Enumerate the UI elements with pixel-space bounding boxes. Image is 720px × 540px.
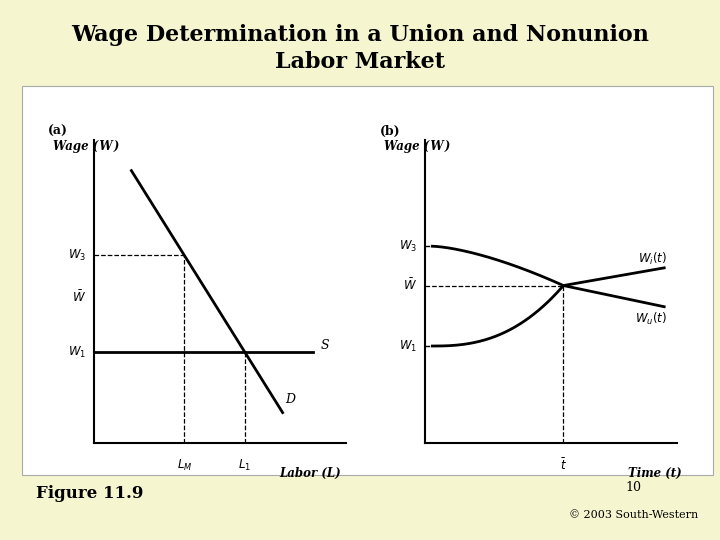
Text: © 2003 South-Western: © 2003 South-Western bbox=[569, 510, 698, 521]
Text: $L_1$: $L_1$ bbox=[238, 458, 251, 473]
Text: Labor Market: Labor Market bbox=[275, 51, 445, 73]
Text: $W_3$: $W_3$ bbox=[399, 239, 417, 254]
Text: $L_M$: $L_M$ bbox=[176, 458, 192, 473]
Text: Labor (L): Labor (L) bbox=[279, 467, 341, 480]
Text: $W_3$: $W_3$ bbox=[68, 248, 86, 263]
Text: 10: 10 bbox=[626, 481, 642, 495]
Text: S: S bbox=[320, 339, 329, 352]
Text: Wage ( W ): Wage ( W ) bbox=[53, 140, 120, 153]
Text: $W_1$: $W_1$ bbox=[68, 345, 86, 360]
Text: $W_1$: $W_1$ bbox=[399, 339, 417, 354]
Text: $\bar{W}$: $\bar{W}$ bbox=[403, 278, 417, 293]
Text: $W_i(t)$: $W_i(t)$ bbox=[638, 251, 667, 267]
Text: Time (t): Time (t) bbox=[629, 467, 682, 480]
Text: $\bar{t}$: $\bar{t}$ bbox=[560, 458, 567, 474]
Text: (b): (b) bbox=[379, 125, 400, 138]
Text: Wage Determination in a Union and Nonunion: Wage Determination in a Union and Nonuni… bbox=[71, 24, 649, 46]
Text: D: D bbox=[285, 394, 295, 407]
Text: Figure 11.9: Figure 11.9 bbox=[36, 485, 143, 502]
Text: $W_u(t)$: $W_u(t)$ bbox=[635, 310, 667, 327]
Text: (a): (a) bbox=[48, 125, 68, 138]
Text: Wage ( W ): Wage ( W ) bbox=[384, 140, 451, 153]
Text: $\bar{W}$: $\bar{W}$ bbox=[72, 290, 86, 305]
